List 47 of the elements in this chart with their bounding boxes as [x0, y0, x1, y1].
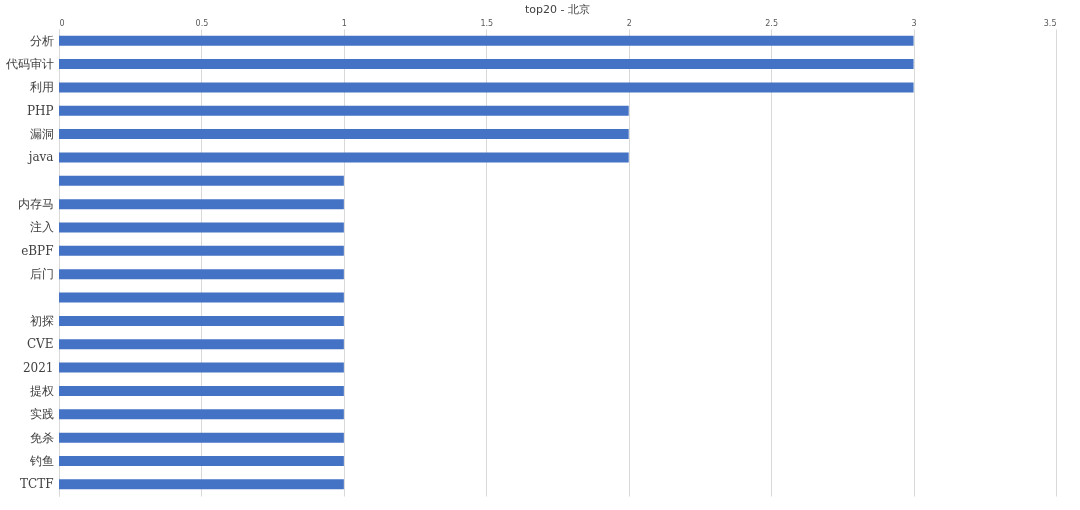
bar: [59, 432, 344, 443]
y-tick-label: 后门: [29, 267, 54, 282]
bar: [59, 362, 344, 373]
y-tick-label: 实践: [29, 407, 54, 422]
bar: [59, 455, 344, 466]
bar: [59, 315, 344, 326]
bar: [59, 59, 914, 70]
bar: [59, 269, 344, 280]
y-tick-label: 钓鱼: [28, 453, 54, 468]
chart-title: top20 - 北京: [525, 3, 590, 16]
bar: [59, 292, 344, 303]
y-tick-label: 2021: [22, 360, 54, 375]
y-tick-label: 初探: [29, 313, 54, 328]
x-tick-label: 1.5: [480, 18, 494, 28]
x-tick-label: 3.5: [1043, 18, 1057, 28]
bar: [59, 35, 914, 46]
x-tick-label: 0: [59, 18, 65, 28]
y-tick-label: 提权: [29, 383, 54, 398]
y-tick-label: java: [26, 150, 54, 165]
y-tick-label: eBPF: [21, 243, 54, 258]
y-tick-label: 漏洞: [29, 127, 54, 142]
bar: [59, 129, 629, 140]
y-tick-label: PHP: [26, 103, 54, 118]
bar: [59, 479, 344, 490]
x-tick-label: 2: [626, 18, 632, 28]
bar: [59, 385, 344, 396]
x-tick-label: 3: [911, 18, 917, 28]
bar: [59, 82, 914, 93]
x-tick-label: 2.5: [765, 18, 779, 28]
bar: [59, 152, 629, 163]
bar: [59, 222, 344, 233]
y-tick-label: 免杀: [29, 430, 54, 445]
bar: [59, 199, 344, 210]
x-tick-label: 0.5: [195, 18, 209, 28]
y-tick-label: 利用: [29, 80, 54, 95]
y-tick-label: 代码审计: [4, 57, 54, 72]
x-tick-label: 1: [341, 18, 347, 28]
bar: [59, 339, 344, 350]
y-tick-label: 注入: [29, 220, 54, 235]
y-tick-label: 内存马: [17, 197, 54, 212]
y-tick-label: 分析: [29, 33, 54, 48]
y-tick-label: CVE: [26, 337, 54, 352]
bar: [59, 105, 629, 116]
bar: [59, 175, 344, 186]
bar: [59, 409, 344, 420]
bar: [59, 245, 344, 256]
y-tick-label: TCTF: [19, 477, 54, 492]
